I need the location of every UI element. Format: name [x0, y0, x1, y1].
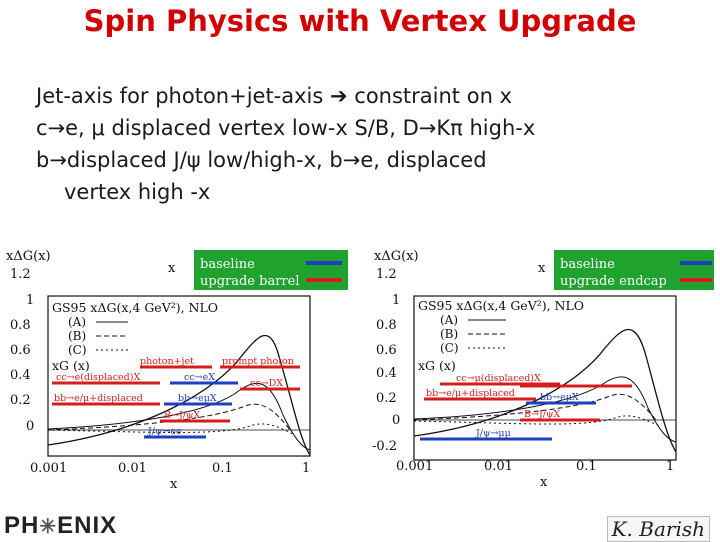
right-ytick: 0.8	[376, 318, 397, 333]
phenix-logo: PH✳ENIX	[4, 512, 118, 539]
left-band-bbemu-label: bb→eμX	[178, 393, 217, 404]
left-xg-label: xG (x)	[52, 358, 90, 373]
left-band-bjpsi-label: B→J/ψX	[164, 410, 200, 421]
left-legend-box	[194, 250, 348, 290]
right-model-label: GS95 xΔG(x,4 GeV²), NLO	[418, 298, 584, 313]
left-band-prompt-label: prompt photon	[222, 356, 294, 367]
left-ytick: 0.4	[10, 368, 31, 383]
left-curve-b: (B)	[68, 329, 86, 343]
right-band-bbemu-label: bb→eμX	[540, 392, 579, 403]
right-legend-upgrade: upgrade endcap	[560, 274, 667, 289]
right-plot: xΔG(x) x baseline upgrade endcap 1.2 1 0…	[372, 249, 714, 490]
right-ytick: 0.4	[376, 366, 397, 381]
right-ytick: 0.6	[376, 343, 397, 358]
right-xg-curve	[413, 328, 677, 453]
right-band-bjpsi-label: B→J/ψX	[524, 409, 560, 420]
left-band-photonjet-label: photon+jet	[140, 356, 194, 367]
right-dg-curve-a	[413, 376, 677, 443]
left-dg-curve-c	[47, 423, 296, 436]
left-frame	[47, 295, 311, 457]
left-band-jpsiee-label: J/ψ→ee	[147, 426, 182, 437]
right-xtick: 1	[666, 459, 674, 474]
left-x-marker: x	[168, 261, 176, 276]
left-dg-curve-b	[47, 403, 291, 431]
right-xtick: 0.001	[396, 459, 433, 474]
left-band-ccex-label: cc→eX	[184, 372, 215, 383]
right-band-jpsimumu-label: J/ψ→μμ	[475, 428, 511, 439]
left-xtick: 0.001	[30, 461, 67, 476]
right-dg-curve-c	[413, 415, 661, 427]
right-curve-b: (B)	[440, 327, 458, 341]
bullet-1: Jet-axis for photon+jet-axis ➔ constrain…	[36, 84, 512, 108]
left-band-bb-displaced-label: bb→e/μ+displaced	[54, 393, 143, 404]
right-curve-c: (C)	[440, 341, 459, 355]
left-ytick: 0.8	[10, 318, 31, 333]
right-xg-label: xG (x)	[418, 358, 456, 373]
right-xtick: 0.01	[484, 459, 513, 474]
bullet-list: Jet-axis for photon+jet-axis ➔ constrain…	[36, 80, 696, 208]
left-plot: xΔG(x) x baseline upgrade barrel 1.2 1 0…	[6, 249, 348, 490]
star-icon: ✳	[39, 516, 58, 538]
right-xtick: 0.1	[576, 459, 597, 474]
left-ylabel: xΔG(x)	[6, 249, 51, 264]
right-ytick: 1	[392, 293, 400, 308]
right-frame	[413, 295, 677, 461]
right-band-bb-displaced-label: bb→e/μ+displaced	[426, 388, 515, 399]
left-legend-upgrade: upgrade barrel	[200, 274, 299, 289]
bullet-2: c→e, μ displaced vertex low-x S/B, D→Kπ …	[36, 116, 536, 140]
left-xtick: 0.1	[212, 461, 233, 476]
right-ytick: 1.2	[376, 267, 397, 282]
right-ytick: 0.2	[376, 391, 397, 406]
left-model-label: GS95 xΔG(x,4 GeV²), NLO	[52, 300, 218, 315]
left-ytick: 0	[26, 419, 34, 434]
right-ytick: -0.2	[372, 439, 397, 454]
left-ytick: 1.2	[10, 267, 31, 282]
left-dg-curve-a	[47, 382, 311, 451]
left-xtick: 1	[302, 461, 310, 476]
left-band-ccdx-label: cc→DX	[250, 378, 283, 389]
left-band-cc-displaced-label: cc→e(displaced)X	[56, 372, 140, 383]
right-x-marker: x	[538, 261, 546, 276]
left-ytick: 0.2	[10, 393, 31, 408]
right-legend-box	[554, 250, 714, 290]
left-curve-a: (A)	[68, 315, 86, 329]
right-band-cc-displaced-label: cc→μ(displaced)X	[456, 373, 541, 384]
right-ytick: 0	[392, 413, 400, 428]
left-xaxis-label: x	[170, 477, 178, 490]
page-title: Spin Physics with Vertex Upgrade	[83, 4, 637, 38]
right-curve-a: (A)	[440, 313, 458, 327]
left-ytick: 1	[26, 293, 34, 308]
left-xg-curve	[47, 335, 311, 456]
author-name: K. Barish	[606, 516, 710, 542]
left-curve-c: (C)	[68, 343, 87, 357]
right-ylabel: xΔG(x)	[374, 249, 419, 264]
bullet-3-continued: vertex high -x	[64, 180, 211, 204]
right-legend-baseline: baseline	[560, 257, 615, 272]
left-xtick: 0.01	[118, 461, 147, 476]
left-ytick: 0.6	[10, 343, 31, 358]
left-legend-baseline: baseline	[200, 257, 255, 272]
right-xaxis-label: x	[540, 475, 548, 490]
bullet-3: b→displaced J/ψ low/high-x, b→e, displac…	[36, 148, 487, 172]
